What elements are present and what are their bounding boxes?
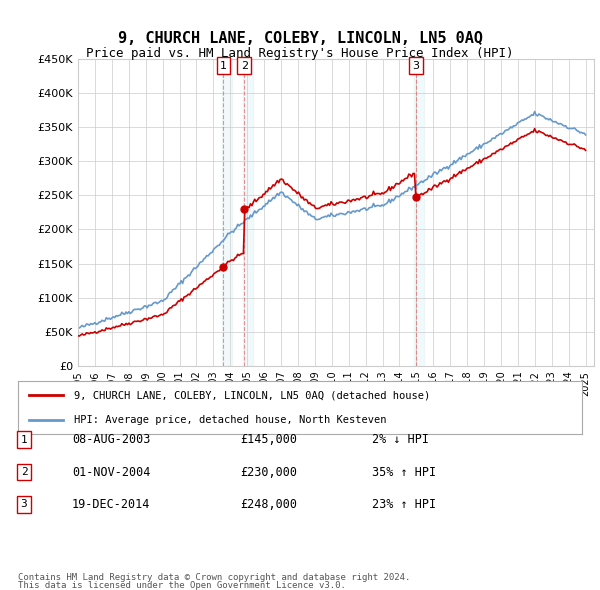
Text: 1: 1 <box>220 61 227 71</box>
Text: 23% ↑ HPI: 23% ↑ HPI <box>372 498 436 511</box>
Text: 2: 2 <box>241 61 248 71</box>
Text: 2% ↓ HPI: 2% ↓ HPI <box>372 433 429 446</box>
Text: Price paid vs. HM Land Registry's House Price Index (HPI): Price paid vs. HM Land Registry's House … <box>86 47 514 60</box>
Text: 2: 2 <box>20 467 28 477</box>
Text: 08-AUG-2003: 08-AUG-2003 <box>72 433 151 446</box>
Text: 3: 3 <box>412 61 419 71</box>
Text: 9, CHURCH LANE, COLEBY, LINCOLN, LN5 0AQ (detached house): 9, CHURCH LANE, COLEBY, LINCOLN, LN5 0AQ… <box>74 391 431 401</box>
Text: This data is licensed under the Open Government Licence v3.0.: This data is licensed under the Open Gov… <box>18 581 346 590</box>
Bar <box>242 59 253 366</box>
Text: 1: 1 <box>20 435 28 444</box>
Bar <box>414 59 424 366</box>
Text: Contains HM Land Registry data © Crown copyright and database right 2024.: Contains HM Land Registry data © Crown c… <box>18 572 410 582</box>
Bar <box>222 59 232 366</box>
Text: 35% ↑ HPI: 35% ↑ HPI <box>372 466 436 478</box>
Text: 9, CHURCH LANE, COLEBY, LINCOLN, LN5 0AQ: 9, CHURCH LANE, COLEBY, LINCOLN, LN5 0AQ <box>118 31 482 46</box>
Text: £145,000: £145,000 <box>240 433 297 446</box>
Text: HPI: Average price, detached house, North Kesteven: HPI: Average price, detached house, Nort… <box>74 415 387 425</box>
Text: 3: 3 <box>20 500 28 509</box>
Text: 19-DEC-2014: 19-DEC-2014 <box>72 498 151 511</box>
Text: 01-NOV-2004: 01-NOV-2004 <box>72 466 151 478</box>
Text: £248,000: £248,000 <box>240 498 297 511</box>
Text: £230,000: £230,000 <box>240 466 297 478</box>
